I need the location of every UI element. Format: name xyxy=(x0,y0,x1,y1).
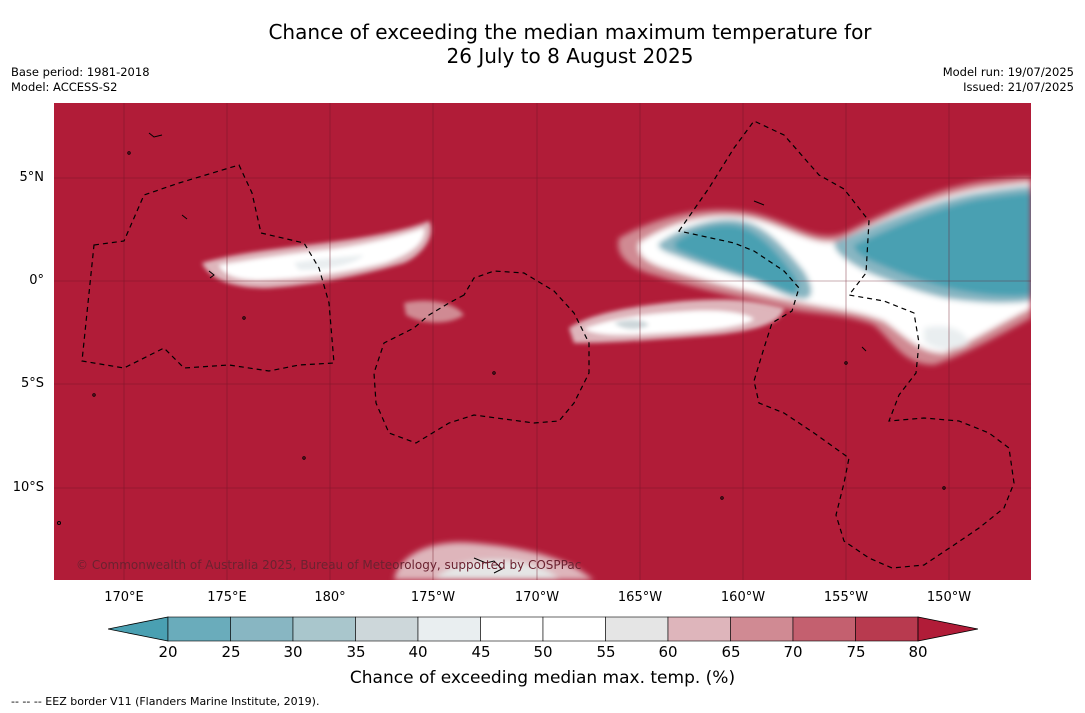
colorbar-tick-80: 80 xyxy=(908,643,928,661)
colorbar-swatch xyxy=(292,616,356,642)
title-line-2: 26 July to 8 August 2025 xyxy=(446,44,694,68)
lat-label-5s: 5°S xyxy=(20,376,44,391)
map-layers xyxy=(54,103,1031,580)
anomaly-region-west xyxy=(202,221,464,323)
colorbar-tick-55: 55 xyxy=(596,643,616,661)
colorbar-tick-75: 75 xyxy=(846,643,866,661)
islands xyxy=(57,132,946,574)
model-name: Model: ACCESS-S2 xyxy=(11,80,118,94)
graticule xyxy=(54,103,1031,580)
colorbar-tick-50: 50 xyxy=(533,643,553,661)
colorbar-tick-45: 45 xyxy=(471,643,491,661)
colorbar-swatch xyxy=(792,616,856,642)
meta-left: Base period: 1981-2018 Model: ACCESS-S2 xyxy=(11,65,150,95)
base-period: Base period: 1981-2018 xyxy=(11,65,150,79)
colorbar-tick-60: 60 xyxy=(658,643,678,661)
colorbar-extend-high xyxy=(917,616,979,642)
colorbar-extend-low xyxy=(107,616,169,642)
colorbar-tick-30: 30 xyxy=(283,643,303,661)
chart-title: Chance of exceeding the median maximum t… xyxy=(0,20,1085,68)
colorbar-swatch xyxy=(480,616,544,642)
colorbar-swatch xyxy=(730,616,794,642)
forecast-map: © Commonwealth of Australia 2025, Bureau… xyxy=(54,103,1031,580)
issued-date: Issued: 21/07/2025 xyxy=(963,80,1074,94)
lon-label-170w: 170°W xyxy=(514,590,560,605)
colorbar-tick-65: 65 xyxy=(721,643,741,661)
colorbar-swatch xyxy=(605,616,669,642)
colorbar-swatch xyxy=(230,616,294,642)
lon-label-175w: 175°W xyxy=(410,590,456,605)
copyright-notice: © Commonwealth of Australia 2025, Bureau… xyxy=(76,558,582,572)
colorbar xyxy=(107,616,979,646)
colorbar-swatch xyxy=(855,616,919,642)
lon-label-165w: 165°W xyxy=(617,590,663,605)
colorbar-tick-20: 20 xyxy=(158,643,178,661)
colorbar-swatch xyxy=(542,616,606,642)
colorbar-swatches xyxy=(107,616,979,642)
lon-label-155w: 155°W xyxy=(823,590,869,605)
colorbar-tick-35: 35 xyxy=(346,643,366,661)
meta-right: Model run: 19/07/2025 Issued: 21/07/2025 xyxy=(943,65,1074,95)
lon-label-180: 180° xyxy=(314,590,346,605)
colorbar-swatch xyxy=(667,616,731,642)
lat-label-10s: 10°S xyxy=(12,480,44,495)
colorbar-tick-70: 70 xyxy=(783,643,803,661)
lon-label-175e: 175°E xyxy=(207,590,247,605)
eez-footnote: -- -- -- EEZ border V11 (Flanders Marine… xyxy=(11,695,320,708)
anomaly-region-central xyxy=(569,299,784,343)
lat-label-5n: 5°N xyxy=(19,170,45,185)
colorbar-swatch xyxy=(417,616,481,642)
model-run: Model run: 19/07/2025 xyxy=(942,65,1074,79)
lat-label-0: 0° xyxy=(29,273,44,288)
lon-label-150w: 150°W xyxy=(926,590,972,605)
lon-label-160w: 160°W xyxy=(720,590,766,605)
colorbar-tick-25: 25 xyxy=(221,643,241,661)
colorbar-label: Chance of exceeding median max. temp. (%… xyxy=(349,668,736,688)
colorbar-swatch xyxy=(355,616,419,642)
title-line-1: Chance of exceeding the median maximum t… xyxy=(268,20,872,44)
colorbar-swatch xyxy=(167,616,231,642)
eez-borders xyxy=(81,120,1015,569)
lon-label-170e: 170°E xyxy=(104,590,144,605)
colorbar-tick-40: 40 xyxy=(408,643,428,661)
anomaly-region-east xyxy=(618,177,1031,365)
